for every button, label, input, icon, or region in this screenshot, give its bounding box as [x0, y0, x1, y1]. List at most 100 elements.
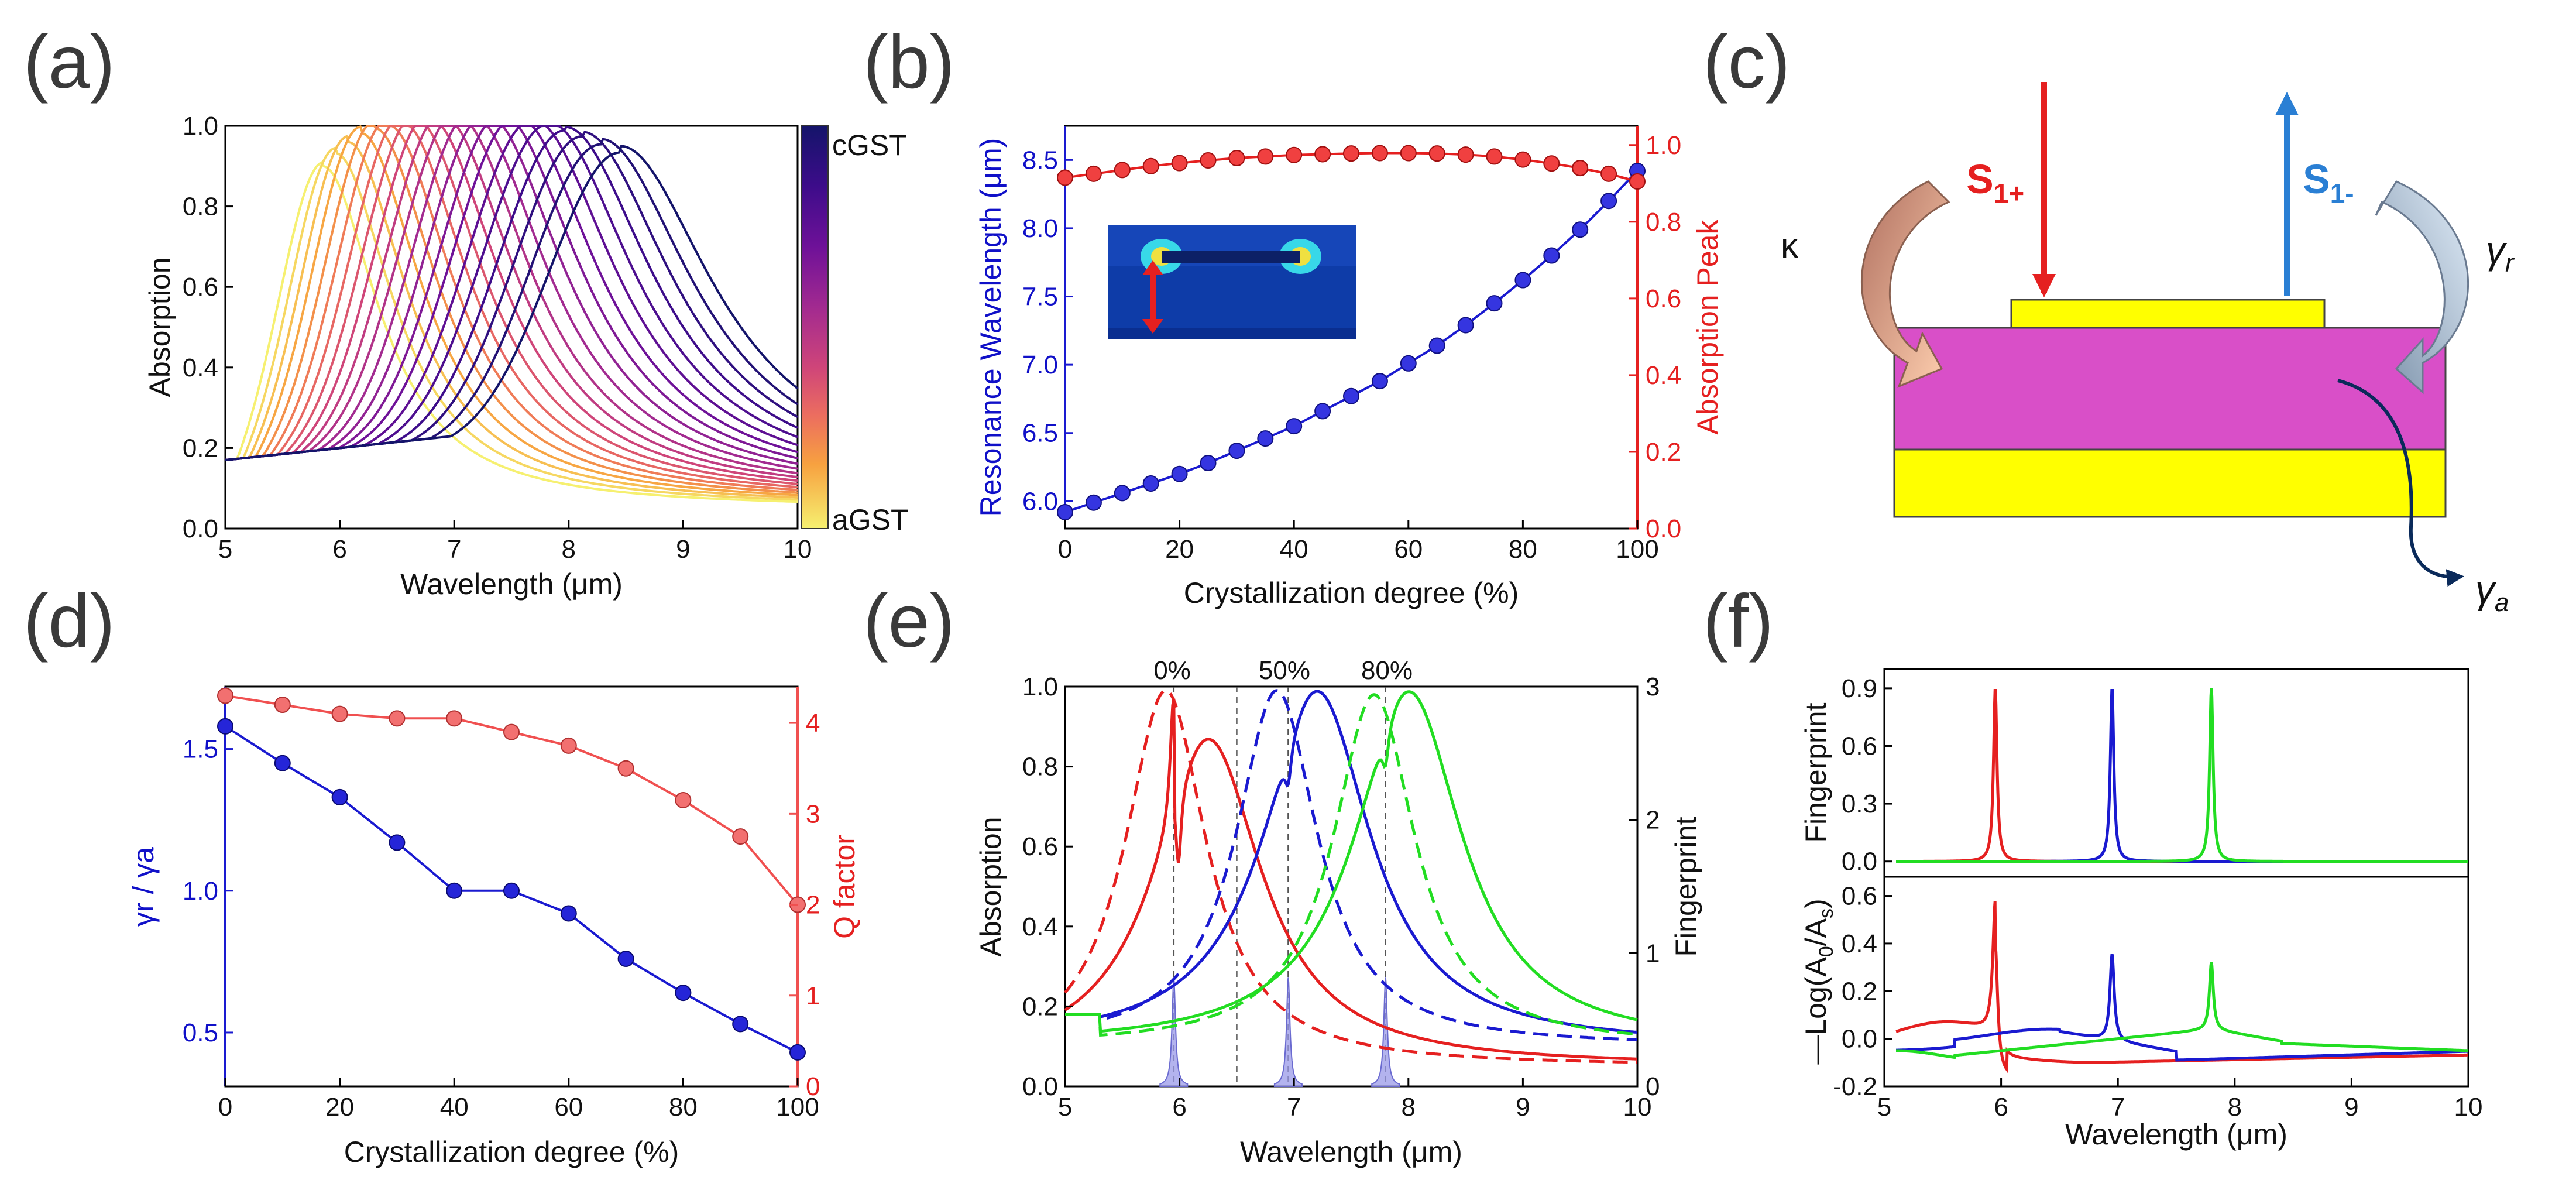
panel-a-xticks: 5 6 7 8 9 10 — [218, 520, 812, 564]
q-factor-point — [389, 710, 406, 727]
panel-a-ytick-label: 0.6 — [183, 273, 218, 301]
panel-f-xtick-label: 7 — [2111, 1093, 2125, 1122]
panel-label-e: (e) — [863, 579, 954, 663]
q-factor-point — [617, 760, 634, 777]
resonance-wavelength-point — [1543, 247, 1560, 264]
absorption-curve-2 — [1065, 689, 1637, 1041]
absorption-peak-point — [1572, 160, 1589, 177]
panel-b-right-ytick-label: 0.8 — [1646, 208, 1681, 236]
spectrum-curve-3 — [225, 125, 798, 496]
panel-f-bottom-ytick-label: 0.4 — [1842, 930, 1877, 958]
panel-e-right-ytick-label: 1 — [1646, 939, 1660, 968]
panel-b-left-ytick-label: 7.0 — [1022, 351, 1058, 379]
absorption-peak-point — [1057, 169, 1073, 186]
panel-b-xtick-label: 20 — [1165, 535, 1194, 564]
panel-a-ylabel: Absorption — [143, 257, 176, 397]
gst-layer — [1893, 327, 2447, 451]
panel-f-bottom-frame — [1883, 876, 2469, 1088]
resonance-wavelength-point — [1142, 475, 1159, 492]
panel-f-bottom-ytick-label: 0.2 — [1842, 977, 1877, 1006]
log-ratio-line-1 — [1896, 954, 2468, 1062]
gamma-ratio-point — [789, 1044, 806, 1061]
panel-f-top-ytick-label: 0.9 — [1842, 674, 1877, 703]
panel-b-right-ytick-label: 0.0 — [1646, 515, 1681, 543]
resonance-wavelength-point — [1171, 465, 1188, 482]
absorption-peak-point — [1457, 146, 1474, 163]
panel-a-colorbar-bottom-label: aGST — [832, 503, 909, 536]
gamma-ratio-point — [217, 718, 233, 735]
panel-b-right-ytick-label: 1.0 — [1646, 131, 1681, 160]
resonance-wavelength-point — [1228, 443, 1245, 459]
gamma-ratio-point — [560, 905, 577, 922]
spectrum-curve-7 — [225, 125, 798, 485]
q-factor-point — [503, 723, 520, 740]
spectrum-curve-2 — [225, 135, 798, 499]
absorption-curve-1 — [1064, 698, 1637, 1061]
resonance-wavelength-point — [1600, 193, 1617, 210]
radiative-loss-arrow — [2375, 180, 2469, 395]
panel-d-series — [217, 687, 806, 1061]
fingerprint-line — [1896, 689, 2468, 863]
spectrum-curve-4 — [225, 125, 798, 494]
panel-b-xtick-label: 60 — [1394, 535, 1423, 564]
panel-d-left-ylabel: γr / γa — [127, 847, 160, 927]
gamma-ratio-point — [389, 834, 406, 851]
panel-d-xlabel: Crystallization degree (%) — [344, 1136, 679, 1168]
panel-label-a: (a) — [23, 20, 115, 104]
annotation-0-percent: 0% — [1153, 656, 1191, 685]
resonance-wavelength-point — [1428, 337, 1445, 354]
panel-d-left-ytick-label: 1.5 — [183, 735, 218, 764]
substrate-metal-layer — [1893, 448, 2447, 518]
gamma-ratio-point — [331, 788, 348, 805]
panel-b-right-ytick-label: 0.4 — [1646, 361, 1681, 390]
resonance-wavelength-point — [1371, 373, 1388, 390]
panel-b-right-ytick-label: 0.6 — [1646, 284, 1681, 313]
panel-b-xtick-label: 100 — [1616, 535, 1658, 564]
gamma-r-label: γr — [2486, 228, 2515, 277]
panel-f-bottom-ytick-label: 0.6 — [1842, 882, 1877, 911]
panel-label-c: (c) — [1703, 20, 1790, 104]
panel-e-left-ytick-label: 1.0 — [1022, 673, 1058, 701]
panel-f-chart: 5 6 7 8 9 10 0.0 0.3 0.6 0.9 -0.2 0.0 0.2 0.4 0.6 Wave… — [1799, 668, 2483, 1151]
resonance-wavelength-point — [1085, 494, 1102, 511]
panel-a-yticks: 0.0 0.2 0.4 0.6 0.8 1.0 — [183, 112, 233, 543]
panel-f-xtick-label: 9 — [2344, 1093, 2358, 1122]
panel-d-right-ylabel: Q factor — [828, 835, 861, 939]
panel-b-right-ylabel: Absorption Peak — [1691, 220, 1724, 435]
panel-e-left-ytick-label: 0.0 — [1022, 1072, 1058, 1101]
spectrum-curve-20 — [225, 145, 799, 461]
panel-a-colorbar-top-label: cGST — [832, 129, 907, 162]
resonance-wavelength-line — [1064, 170, 1639, 513]
panel-a-xtick-label: 10 — [784, 535, 812, 564]
panel-d-xtick-label: 0 — [218, 1093, 232, 1122]
resonance-wavelength-point — [1457, 317, 1474, 334]
q-factor-point — [217, 687, 233, 704]
panel-f-xtick-label: 10 — [2454, 1093, 2483, 1122]
resonance-wavelength-point — [1314, 403, 1331, 420]
panel-b-left-ylabel: Resonance Wavelength (μm) — [974, 138, 1007, 517]
resonance-wavelength-point — [1286, 418, 1303, 435]
panel-a-colorbar — [801, 125, 829, 529]
absorption-peak-point — [1600, 165, 1617, 182]
panel-f-bottom-ytick-label: -0.2 — [1833, 1072, 1877, 1101]
kappa-coupling-arrow — [1860, 180, 1950, 388]
panel-e-xtick-label: 9 — [1516, 1093, 1530, 1122]
spectrum-curve-6 — [225, 125, 798, 489]
gamma-ratio-point — [274, 755, 291, 771]
absorption-peak-point — [1314, 146, 1331, 163]
panel-b-left-ytick-label: 8.0 — [1022, 214, 1058, 243]
log-ratio-line-0 — [1895, 901, 2468, 1074]
panel-a-ytick-label: 0.4 — [183, 354, 218, 382]
panel-f-bottom-ylabel: —Log(A0/As) — [1799, 898, 1837, 1064]
panel-b-right-ytick-label: 0.2 — [1646, 438, 1681, 467]
panel-a-ytick-label: 0.0 — [183, 515, 218, 543]
absorption-peak-point — [1228, 150, 1245, 167]
panel-d-right-ytick-label: 2 — [806, 891, 820, 920]
absorption-peak-point — [1085, 165, 1102, 182]
panel-e-xtick-label: 6 — [1172, 1093, 1186, 1122]
panel-b-left-ytick-label: 6.0 — [1022, 487, 1058, 516]
fingerprint-line — [1896, 688, 2468, 863]
gamma-ratio-point — [675, 985, 692, 1002]
resonance-wavelength-point — [1114, 485, 1131, 502]
